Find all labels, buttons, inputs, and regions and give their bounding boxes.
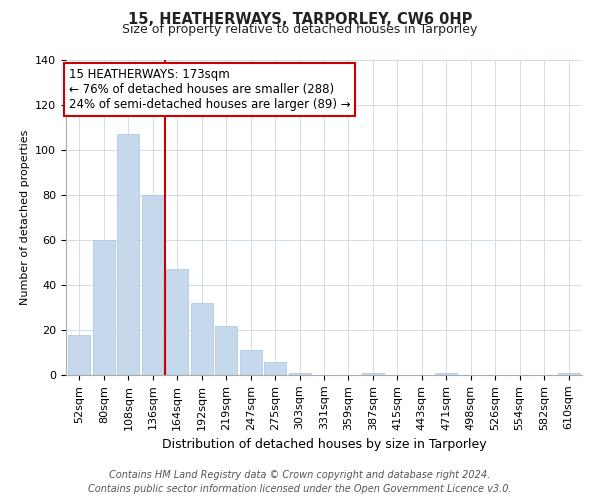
Bar	[435, 373, 457, 375]
Bar	[191, 303, 213, 375]
X-axis label: Distribution of detached houses by size in Tarporley: Distribution of detached houses by size …	[161, 438, 487, 451]
Bar	[239, 350, 262, 375]
Text: 15, HEATHERWAYS, TARPORLEY, CW6 0HP: 15, HEATHERWAYS, TARPORLEY, CW6 0HP	[128, 12, 472, 28]
Y-axis label: Number of detached properties: Number of detached properties	[20, 130, 29, 305]
Bar	[215, 326, 237, 375]
Bar	[264, 362, 286, 375]
Bar	[289, 373, 311, 375]
Bar	[93, 240, 115, 375]
Bar	[68, 334, 91, 375]
Bar	[166, 269, 188, 375]
Text: Contains HM Land Registry data © Crown copyright and database right 2024.
Contai: Contains HM Land Registry data © Crown c…	[88, 470, 512, 494]
Bar	[362, 373, 384, 375]
Bar	[118, 134, 139, 375]
Bar	[142, 195, 164, 375]
Text: 15 HEATHERWAYS: 173sqm
← 76% of detached houses are smaller (288)
24% of semi-de: 15 HEATHERWAYS: 173sqm ← 76% of detached…	[68, 68, 350, 111]
Bar	[557, 373, 580, 375]
Text: Size of property relative to detached houses in Tarporley: Size of property relative to detached ho…	[122, 22, 478, 36]
